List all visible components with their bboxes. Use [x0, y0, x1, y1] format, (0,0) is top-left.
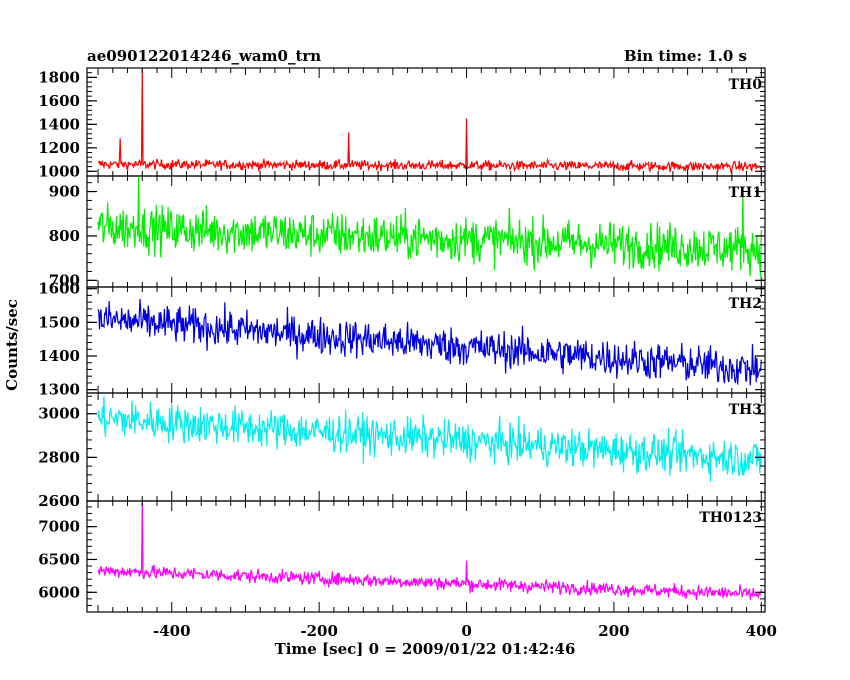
y-tick-label-th0123: 6000 [38, 583, 80, 601]
series-line-th3 [97, 395, 762, 483]
panel-name-th3: TH3 [729, 402, 762, 418]
series-line-th0123 [97, 501, 762, 600]
x-tick-label: 200 [598, 622, 629, 640]
y-tick-label-th3: 2600 [38, 492, 80, 510]
panel-name-th0: TH0 [729, 77, 763, 93]
y-tick-label-th2: 1400 [38, 347, 80, 365]
y-tick-label-th0: 1200 [38, 139, 80, 157]
panel-name-th0123: TH0123 [699, 510, 762, 526]
panel-frame-th0123 [86, 500, 766, 613]
y-tick-label-th0123: 6500 [38, 550, 80, 568]
series-line-th1 [97, 176, 762, 278]
series-line-th0 [97, 68, 762, 173]
x-tick-label: -200 [300, 622, 338, 640]
y-tick-label-th2: 1500 [38, 313, 80, 331]
x-axis-label: Time [sec] 0 = 2009/01/22 01:42:46 [275, 640, 576, 658]
y-tick-label-th1: 900 [49, 183, 80, 201]
y-tick-label-th0: 1400 [38, 115, 80, 133]
y-tick-label-th0: 1800 [38, 68, 80, 86]
x-tick-label: -400 [153, 622, 191, 640]
series-line-th2 [97, 299, 762, 386]
x-tick-label: 400 [746, 622, 777, 640]
panel-name-th2: TH2 [729, 296, 762, 312]
y-tick-label-th0: 1600 [38, 92, 80, 110]
x-tick-label: 0 [461, 622, 471, 640]
y-tick-label-th3: 2800 [38, 448, 80, 466]
panel-frame-th1 [86, 175, 766, 288]
y-tick-label-th1: 700 [49, 271, 80, 289]
y-tick-label-th3: 3000 [38, 405, 80, 423]
y-tick-label-th2: 1300 [38, 381, 80, 399]
y-tick-label-th2: 1600 [38, 280, 80, 298]
y-tick-label-th0123: 7000 [38, 518, 80, 536]
y-tick-label-th0: 1000 [38, 162, 80, 180]
bin-time-label: Bin time: 1.0 s [624, 47, 747, 65]
chart-title: ae090122014246_wam0_trn [87, 47, 321, 65]
x-tick-labels: -400 -200 0 200 400 [153, 622, 777, 640]
panel-frame-th0 [86, 67, 766, 177]
panels-group: 1000 1200 1400 1600 1800 TH0 700 800 900 TH1 1300 1… [38, 67, 766, 613]
y-axis-label: Counts/sec [3, 299, 21, 391]
y-tick-label-th1: 800 [49, 227, 80, 245]
panel-name-th1: TH1 [729, 185, 762, 201]
